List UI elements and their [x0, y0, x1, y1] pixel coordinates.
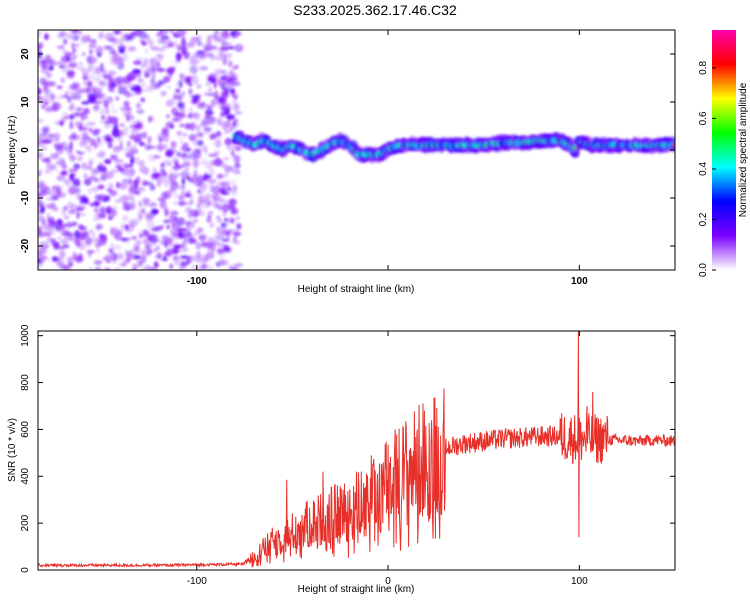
y-tick-label: 20 [20, 48, 31, 60]
colorbar-tick-label: 0.2 [698, 212, 709, 226]
x-tick-label: -100 [187, 276, 207, 287]
y-tick-label: 600 [20, 421, 31, 438]
y-tick-label: -20 [20, 238, 31, 253]
x-tick-label: 100 [571, 276, 588, 287]
snr-frame [37, 330, 676, 571]
colorbar-tick-label: 0.6 [698, 111, 709, 125]
y-tick-label: 10 [20, 96, 31, 108]
x-tick-label: 0 [385, 576, 391, 587]
y-tick-label: 200 [20, 514, 31, 531]
colorbar-gradient [712, 30, 736, 270]
colorbar-ticks: 0.0 0.2 0.4 0.6 0.8 [698, 61, 716, 277]
colorbar: 0.0 0.2 0.4 0.6 0.8 Normalized spectral ampl… [698, 30, 749, 277]
x-tick-label: -100 [187, 576, 207, 587]
x-tick-label: 100 [571, 576, 588, 587]
spectrogram-ridge [231, 130, 675, 164]
colorbar-tick-label: 0.4 [698, 162, 709, 176]
y-tick-label: -10 [20, 190, 31, 205]
y-tick-label: 0 [20, 567, 31, 573]
spectrogram-content [38, 30, 675, 270]
spectrogram-x-label: Height of straight line (km) [298, 284, 415, 295]
snr-series-line [38, 331, 675, 569]
colorbar-tick-label: 0.8 [698, 61, 709, 75]
spectrogram-y-label: Frequency (Hz) [7, 116, 18, 185]
figure-title: S233.2025.362.17.46.C32 [293, 2, 457, 18]
y-tick-label: 800 [20, 374, 31, 391]
snr-y-label: SNR (10 * v/v) [7, 418, 18, 482]
snr-x-label: Height of straight line (km) [298, 584, 415, 595]
spectrogram-noise [38, 30, 244, 270]
y-tick-label: 1000 [20, 324, 31, 347]
y-tick-label: 0 [20, 147, 31, 153]
y-tick-label: 400 [20, 467, 31, 484]
colorbar-label: Normalized spectral amplitude [738, 82, 749, 217]
colorbar-tick-label: 0.0 [698, 263, 709, 277]
